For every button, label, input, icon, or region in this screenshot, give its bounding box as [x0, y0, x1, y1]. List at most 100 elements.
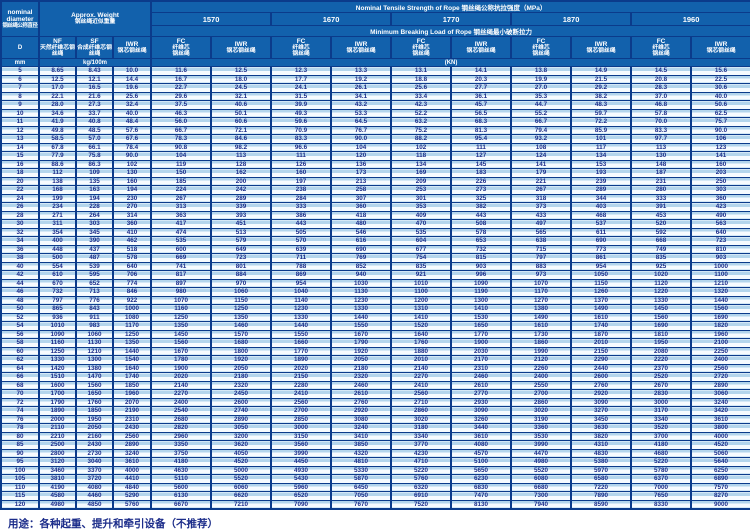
value-cell: 2180: [210, 372, 273, 382]
value-cell: 3270: [570, 406, 633, 416]
value-cell: 90.8: [150, 142, 213, 152]
value-cell: 970: [210, 278, 273, 288]
value-cell: 835: [390, 261, 453, 271]
value-cell: 3020: [510, 406, 573, 416]
value-cell: 60.6: [210, 117, 273, 127]
value-cell: 7520: [390, 499, 453, 510]
value-cell: 861: [570, 253, 633, 263]
value-cell: 2560: [390, 389, 453, 399]
table-row: 74 1890 1850 2190 2540 2740 2700 2920 2860 3090 30…: [0, 406, 750, 416]
value-cell: 22.5: [690, 74, 750, 84]
value-cell: 5110: [150, 474, 213, 484]
col-header-iwr-1670: IWR 钢芯钢丝绳: [330, 36, 393, 59]
table-row: 14 67.8 66.1 78.4 90.8 98.2 96.6 104 102 111 108 11…: [0, 142, 750, 152]
value-cell: 1250: [111, 329, 153, 339]
value-cell: 3630: [570, 423, 633, 433]
value-cell: 59.7: [570, 108, 633, 118]
value-cell: 390: [75, 236, 114, 246]
value-cell: 2400: [150, 397, 213, 407]
diameter-cell: 60: [0, 346, 40, 356]
value-cell: 117: [570, 142, 633, 152]
value-cell: 1880: [390, 346, 453, 356]
diameter-cell: 90: [0, 448, 40, 458]
value-cell: 31.5: [270, 91, 333, 101]
value-cell: 4310: [570, 440, 633, 450]
value-cell: 84.6: [210, 134, 273, 144]
value-cell: 2610: [330, 389, 393, 399]
value-cell: 2850: [270, 414, 333, 424]
value-cell: 690: [570, 236, 633, 246]
value-cell: 3560: [270, 440, 333, 450]
value-cell: 120: [330, 151, 393, 161]
diameter-cell: 48: [0, 295, 40, 305]
value-cell: 13.3: [330, 66, 393, 76]
value-cell: 45.7: [450, 100, 513, 110]
value-cell: 2770: [450, 389, 513, 399]
value-cell: 3610: [450, 431, 513, 441]
value-cell: 345: [75, 227, 114, 237]
value-cell: 93.2: [510, 134, 573, 144]
value-cell: 2210: [38, 431, 77, 441]
value-cell: 6370: [630, 474, 693, 484]
value-cell: 253: [390, 185, 453, 195]
table-row: 78 2110 2050 2430 2820 3050 3000 3240 3180 3440 33…: [0, 423, 750, 433]
value-cell: 1960: [690, 329, 750, 339]
table-row: 9 28.0 27.3 32.4 37.5 40.6 39.9 43.2 42.3 45.7 44.…: [0, 100, 750, 110]
value-cell: 179: [510, 168, 573, 178]
value-cell: 90.0: [690, 125, 750, 135]
col-header-fc-1870: FC 纤维芯 钢丝绳: [510, 36, 573, 59]
value-cell: 37.5: [150, 100, 213, 110]
value-cell: 2270: [390, 372, 453, 382]
value-cell: 723: [210, 253, 273, 263]
value-cell: 4000: [111, 465, 153, 475]
value-cell: 6830: [450, 482, 513, 492]
value-cell: 769: [330, 253, 393, 263]
value-cell: 7000: [630, 482, 693, 492]
value-cell: 15.6: [690, 66, 750, 76]
value-cell: 843: [75, 304, 114, 314]
value-cell: 668: [630, 236, 693, 246]
value-cell: 980: [150, 287, 213, 297]
value-cell: 187: [630, 168, 693, 178]
col-header-fc-1670: FC 纤维芯 钢丝绳: [270, 36, 333, 59]
value-cell: 48.3: [570, 100, 633, 110]
diameter-cell: 32: [0, 227, 40, 237]
value-cell: 1380: [510, 304, 573, 314]
value-cell: 6320: [390, 482, 453, 492]
value-cell: 111: [450, 142, 513, 152]
value-cell: 81.3: [450, 125, 513, 135]
value-cell: 2010: [390, 355, 453, 365]
value-cell: 136: [330, 159, 393, 169]
value-cell: 3200: [210, 431, 273, 441]
value-cell: 774: [111, 278, 153, 288]
value-cell: 2310: [450, 363, 513, 373]
value-cell: 209: [390, 176, 453, 186]
value-cell: 72.1: [210, 125, 273, 135]
value-cell: 62.5: [690, 108, 750, 118]
diameter-cell: 110: [0, 482, 40, 492]
value-cell: 8130: [450, 499, 513, 510]
value-cell: 2540: [150, 406, 213, 416]
value-cell: 1610: [510, 321, 573, 331]
value-cell: 835: [630, 253, 693, 263]
value-cell: 224: [150, 185, 213, 195]
value-cell: 732: [450, 244, 513, 254]
value-cell: 213: [330, 176, 393, 186]
col-header-fc-1570: FC 纤维芯 钢丝绳: [150, 36, 213, 59]
value-cell: 20.8: [630, 74, 693, 84]
value-cell: 20.3: [450, 74, 513, 84]
approx-weight-header: Approx. Weight 钢丝绳近似重量: [37, 0, 153, 37]
value-cell: 284: [270, 193, 333, 203]
value-cell: 1540: [111, 355, 153, 365]
value-cell: 5380: [570, 457, 633, 467]
value-cell: 3360: [510, 423, 573, 433]
value-cell: 106: [690, 134, 750, 144]
value-cell: 5290: [111, 491, 153, 501]
value-cell: 2460: [330, 380, 393, 390]
value-cell: 12.5: [38, 74, 77, 84]
value-cell: 1270: [510, 295, 573, 305]
value-cell: 3040: [75, 457, 114, 467]
value-cell: 5430: [270, 474, 333, 484]
value-cell: 48.5: [75, 125, 114, 135]
value-cell: 3090: [450, 406, 513, 416]
